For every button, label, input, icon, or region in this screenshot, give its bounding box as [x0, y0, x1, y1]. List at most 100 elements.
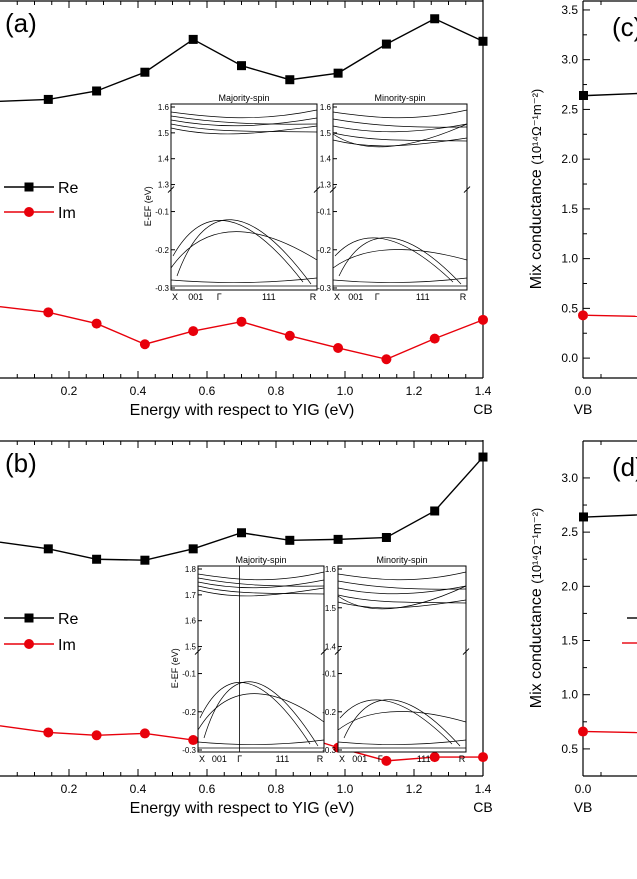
- inset-y-tick-label: 1.6: [320, 103, 332, 112]
- inset-x-tick-label: Γ: [237, 754, 242, 764]
- band-curve: [170, 125, 318, 135]
- x-tick-label: 0.8: [268, 782, 285, 796]
- inset-title: Minority-spin: [376, 555, 427, 565]
- x-start-label: VB: [574, 799, 593, 815]
- panel-label: (b): [5, 448, 37, 478]
- y-axis-title-unit: (10¹⁴Ω⁻¹m⁻²): [529, 508, 544, 584]
- y-tick-label: 1.5: [561, 202, 578, 216]
- axis-break: [194, 648, 202, 655]
- x-tick-label: 0.4: [130, 384, 147, 398]
- y-tick-label: 2.5: [561, 102, 578, 116]
- data-point-re: [92, 554, 102, 564]
- y-axis-title-text: Mix conductance: [528, 165, 545, 290]
- band-curve: [332, 123, 468, 133]
- inset-x-tick-label: 001: [348, 292, 363, 302]
- inset-y-tick-label: -0.1: [155, 208, 169, 217]
- band-curve: [334, 237, 454, 283]
- inset-y-tick-label: -0.1: [322, 670, 336, 679]
- legend-marker-re: [24, 613, 34, 623]
- inset-y-tick-label: -0.3: [182, 746, 196, 755]
- legend-label-im: Im: [58, 637, 76, 654]
- band-curve: [197, 739, 325, 745]
- data-point-im: [578, 726, 588, 737]
- data-point-im: [188, 326, 199, 337]
- band-curve: [197, 693, 325, 731]
- inset-title: Majority-spin: [218, 93, 269, 103]
- inset-y-tick-label: 1.4: [325, 643, 337, 652]
- inset-x-tick-label: Γ: [378, 754, 383, 764]
- inset-majority: Majority-spin 1.8 1.7 1.6 1.5 -0.1 -0.2 -0.3X 00…: [170, 555, 328, 764]
- band-curve: [332, 249, 468, 269]
- inset-x-tick-label: X: [172, 292, 178, 302]
- data-point-re: [188, 544, 198, 554]
- inset-x-tick-label: 001: [352, 754, 367, 764]
- x-tick-label: 1.4: [475, 384, 492, 398]
- inset-y-tick-label: -0.3: [155, 284, 169, 293]
- band-curve: [170, 109, 318, 119]
- data-point-re: [285, 535, 295, 545]
- data-point-im: [333, 342, 344, 353]
- inset-x-tick-label: X: [334, 292, 340, 302]
- inset-y-tick-label: -0.1: [317, 208, 331, 217]
- inset-x-tick-label: R: [459, 754, 466, 764]
- inset-y-tick-label: 1.3: [158, 181, 170, 190]
- inset-x-tick-label: 111: [276, 754, 290, 764]
- band-curve: [197, 579, 325, 589]
- band-curve: [170, 123, 318, 133]
- band-curve: [199, 682, 311, 745]
- data-point-re: [381, 39, 391, 49]
- series-line-re: [0, 456, 484, 561]
- inset-y-tick-label: 1.6: [185, 617, 197, 626]
- inset-y-tick-label: -0.3: [317, 284, 331, 293]
- y-tick-label: 3.0: [561, 471, 578, 485]
- y-axis-title-unit: (10¹⁴Ω⁻¹m⁻²): [529, 89, 544, 165]
- band-curve: [339, 699, 453, 745]
- y-axis-title: Mix conductance (10¹⁴Ω⁻¹m⁻²): [528, 508, 545, 708]
- inset-y-tick-label: 1.3: [320, 181, 332, 190]
- series-line-im: [587, 730, 637, 734]
- band-curve: [338, 237, 462, 285]
- data-point-im: [91, 730, 102, 741]
- x-tick-label: 1.0: [337, 782, 354, 796]
- inset-y-tick-label: 1.6: [158, 103, 170, 112]
- data-point-re: [188, 34, 198, 44]
- x-tick-label: 0.6: [199, 782, 216, 796]
- data-point-im: [381, 755, 392, 766]
- data-point-im: [236, 316, 247, 327]
- inset-frame: [332, 103, 468, 291]
- inset-frame: [197, 565, 325, 753]
- x-tick-label: 1.0: [337, 384, 354, 398]
- band-curve: [170, 277, 318, 283]
- inset-minority: Minority-spin 1.6 1.5 1.4 -0.1 -0.2 -0.3X 001 Γ 1…: [322, 555, 470, 764]
- inset-y-tick-label: -0.1: [182, 670, 196, 679]
- data-point-re: [140, 555, 150, 565]
- data-point-im: [43, 727, 54, 738]
- legend-label-re: Re: [58, 611, 79, 628]
- panel-b: 0.2 0.4 0.6 0.8 1.0 1.2 1.4 CB Energy with respe…: [0, 440, 493, 817]
- data-point-re: [140, 67, 150, 77]
- data-point-re: [478, 36, 488, 46]
- y-tick-label: 2.0: [561, 152, 578, 166]
- y-tick-label: 3.5: [561, 3, 578, 17]
- inset-x-tick-label: 111: [416, 292, 430, 302]
- data-point-re: [237, 61, 246, 71]
- band-curve: [332, 277, 468, 283]
- band-curve: [332, 123, 468, 148]
- data-point-im: [478, 752, 488, 763]
- y-tick-label: 1.0: [561, 688, 578, 702]
- inset-x-tick-label: X: [339, 754, 345, 764]
- data-point-re: [285, 75, 295, 85]
- x-axis-title: Energy with respect to YIG (eV): [130, 402, 355, 419]
- x-tick-label: 0.4: [130, 782, 147, 796]
- inset-minority: Minority-spin 1.6 1.5 1.4 1.3 -0.1 -0.2 -0.3X 00…: [317, 93, 471, 302]
- x-tick-label: 0.2: [61, 384, 78, 398]
- inset-y-tick-label: 1.4: [158, 155, 170, 164]
- data-point-re: [478, 452, 488, 462]
- band-curve: [337, 585, 467, 610]
- x-end-label: CB: [473, 401, 492, 417]
- series-line-im: [0, 306, 484, 360]
- inset-y-tick-label: -0.2: [155, 246, 169, 255]
- legend-marker-im: [24, 207, 34, 217]
- band-curve: [337, 571, 467, 581]
- panel-label: (d): [612, 452, 637, 482]
